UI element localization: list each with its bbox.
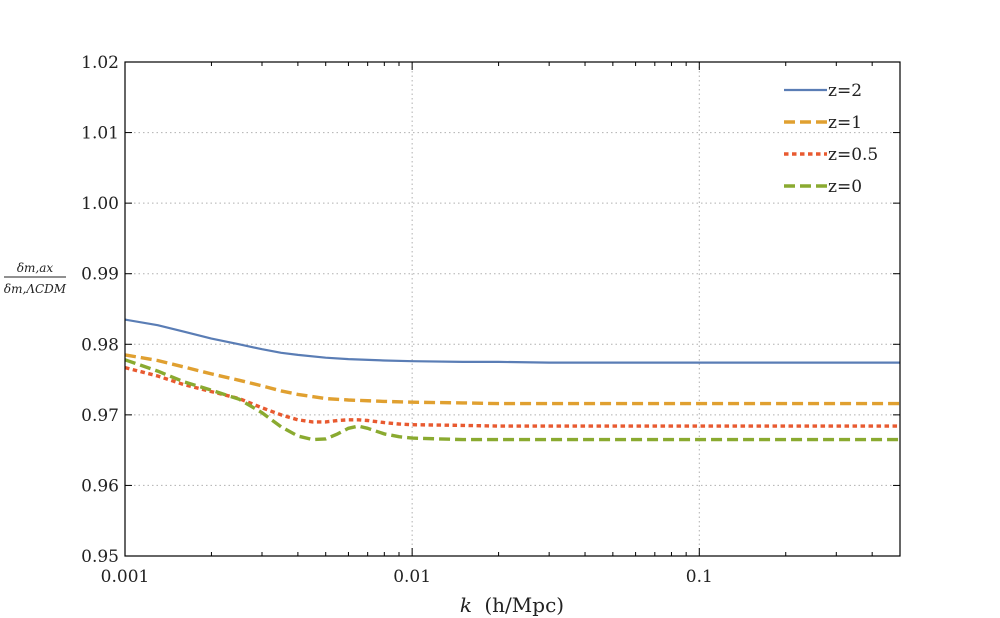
legend-label: z=2 <box>828 81 862 101</box>
legend: z=2 z=1 z=0.5 z=0 <box>784 81 878 197</box>
legend-label: z=0 <box>828 177 862 197</box>
y-tick-label: 0.98 <box>81 335 119 355</box>
y-tick-label: 0.97 <box>81 406 119 426</box>
series-line-z-1 <box>124 353 900 406</box>
series-line-z-0-5 <box>124 365 900 428</box>
x-axis-label: k (h/Mpc) <box>460 593 564 617</box>
x-axis-label-k: k <box>460 593 472 617</box>
plot-frame <box>124 61 901 557</box>
legend-label: z=1 <box>828 113 862 133</box>
y-axis-label: δm,ax δm,ΛCDM <box>4 261 67 296</box>
y-axis-label-numerator: δm,ax <box>17 261 54 275</box>
x-tick-label: 0.1 <box>686 567 713 587</box>
grid-lines <box>125 62 900 556</box>
legend-label: z=0.5 <box>828 145 878 165</box>
series-line-z-0 <box>124 358 900 442</box>
x-tick-label: 0.01 <box>393 567 431 587</box>
tick-labels: 0.95 0.96 0.97 0.98 0.99 1.00 1.01 1.02 0.001 0.0… <box>81 53 713 587</box>
y-tick-label: 1.01 <box>81 124 119 144</box>
y-tick-label: 0.96 <box>81 476 119 496</box>
x-axis-label-unit: (h/Mpc) <box>484 593 564 617</box>
series-line-z-2 <box>124 318 900 364</box>
y-tick-label: 0.99 <box>81 265 119 285</box>
y-tick-label: 1.00 <box>81 194 119 214</box>
y-axis-label-denominator: δm,ΛCDM <box>4 282 67 296</box>
series-lines <box>124 318 900 442</box>
y-tick-label: 0.95 <box>81 547 119 567</box>
axis-ticks <box>124 61 901 557</box>
y-tick-label: 1.02 <box>81 53 119 73</box>
x-tick-label: 0.001 <box>101 567 150 587</box>
